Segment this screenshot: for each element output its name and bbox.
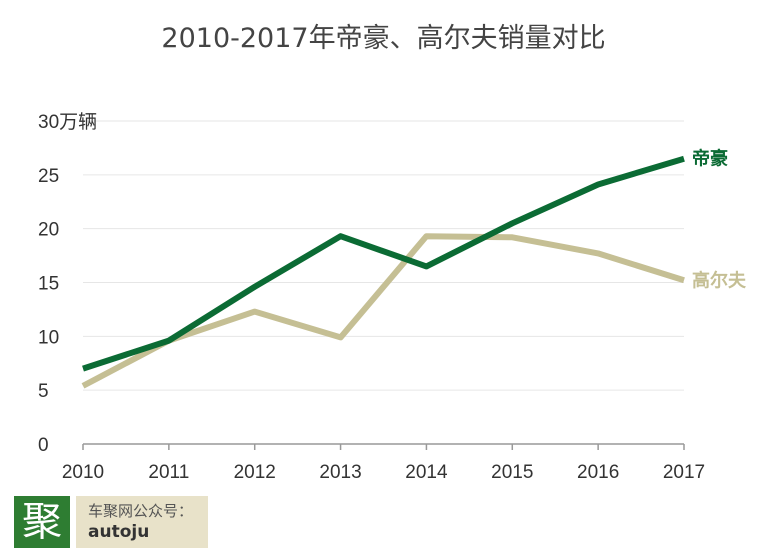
wechat-id: autoju	[88, 522, 150, 542]
x-tick-label: 2012	[234, 462, 276, 483]
series-line	[81, 233, 685, 389]
x-tick-label: 2011	[148, 462, 189, 483]
brand-logo: 聚	[14, 496, 70, 548]
axes	[82, 443, 685, 450]
y-tick-label: 30万辆	[38, 111, 97, 133]
wechat-badge: 车聚网公众号： autoju	[76, 496, 208, 548]
y-tick-label: 5	[38, 381, 49, 402]
series-label: 高尔夫	[692, 269, 747, 291]
series-lines	[81, 155, 685, 389]
x-tick-label: 2016	[577, 462, 619, 483]
tick-labels: 0 5 10 15 20 25 30万辆 2010 2011 2012 2013 2014 2015 20…	[38, 111, 747, 483]
series-label: 帝豪	[692, 148, 728, 170]
y-tick-label: 0	[38, 435, 49, 456]
x-tick-label: 2013	[319, 462, 361, 483]
x-tick-label: 2014	[405, 462, 448, 483]
wechat-label: 车聚网公众号：	[88, 502, 194, 520]
x-tick-label: 2010	[62, 462, 104, 483]
y-tick-label: 15	[38, 274, 59, 295]
x-tick-label: 2017	[663, 462, 705, 483]
x-tick-label: 2015	[491, 462, 533, 483]
chart-title: 2010-2017年帝豪、高尔夫销量对比	[161, 23, 606, 54]
y-tick-label: 10	[38, 327, 59, 348]
y-tick-label: 25	[38, 166, 59, 187]
y-tick-label: 20	[38, 220, 59, 241]
series-line	[82, 155, 685, 372]
